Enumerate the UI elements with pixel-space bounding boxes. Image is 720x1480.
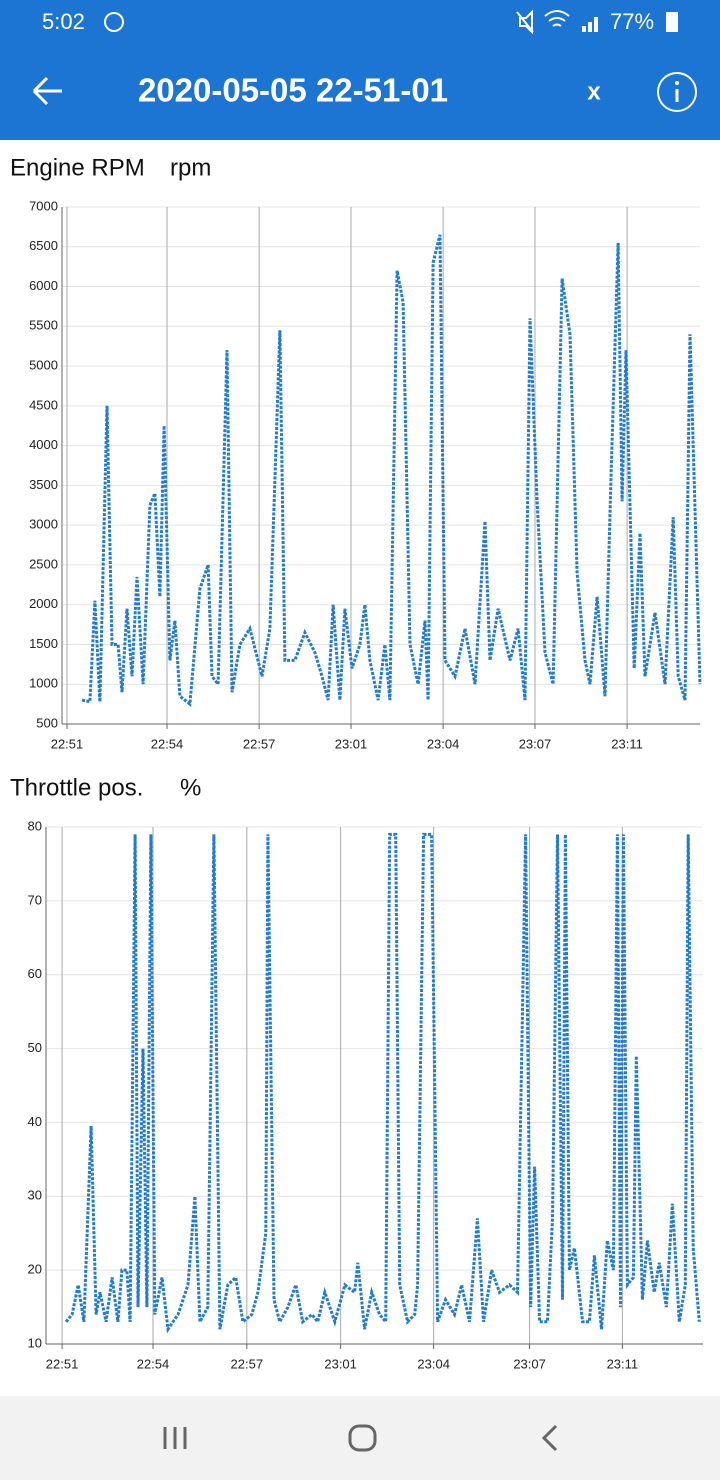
y-tick-label: 10: [28, 1335, 42, 1350]
x-tick-label: 23:07: [513, 1356, 546, 1371]
y-tick-label: 80: [28, 818, 42, 833]
y-tick-label: 1500: [29, 636, 58, 651]
x-tick-label: 22:54: [151, 736, 184, 751]
x-tick-label: 22:57: [243, 736, 276, 751]
y-tick-label: 1000: [29, 676, 58, 691]
battery-level: 77%: [610, 9, 654, 34]
data-line: [64, 832, 701, 1334]
x-tick-label: 22:51: [51, 736, 84, 751]
chart-unit: %: [180, 774, 201, 801]
charts: Engine RPM rpm 500 1000 1500 2000 2500 3000 3500…: [10, 154, 703, 1371]
info-stem: [675, 89, 679, 102]
x-tick-label: 23:11: [607, 1356, 639, 1371]
y-tick-label: 500: [36, 715, 58, 730]
y-tick-label: 2500: [29, 556, 58, 571]
chart-title: Engine RPM: [10, 154, 145, 181]
y-tick-label: 3500: [29, 477, 58, 492]
y-tick-label: 70: [28, 892, 42, 907]
x-tick-label: 22:57: [231, 1356, 264, 1371]
y-tick-label: 30: [28, 1188, 42, 1203]
y-tick-label: 4000: [29, 437, 58, 452]
x-tick-label: 23:11: [611, 736, 643, 751]
nav-bar: [0, 1396, 720, 1480]
recent-apps-button[interactable]: [163, 1427, 187, 1449]
signal-icon: [582, 17, 598, 32]
battery-icon: [666, 12, 678, 32]
x-tick-label: 22:51: [46, 1356, 79, 1371]
wifi-icon: [544, 10, 570, 27]
back-button[interactable]: [32, 76, 62, 106]
status-time: 5:02: [42, 9, 85, 34]
info-button[interactable]: [657, 72, 697, 112]
y-tick-label: 50: [28, 1040, 42, 1055]
mute-icon: [516, 9, 534, 35]
back-nav-button[interactable]: [541, 1424, 558, 1452]
y-tick-label: 3000: [29, 517, 58, 532]
chart-title: Throttle pos.: [10, 774, 143, 801]
x-tick-label: 23:07: [519, 736, 552, 751]
close-button[interactable]: x: [587, 78, 601, 105]
chart-unit: rpm: [170, 154, 211, 181]
app-title: 2020-05-05 22-51-01: [138, 72, 448, 109]
x-tick-label: 23:01: [324, 1356, 357, 1371]
y-tick-label: 60: [28, 966, 42, 981]
y-tick-label: 5500: [29, 318, 58, 333]
y-tick-label: 7000: [29, 198, 58, 213]
whatsapp-icon: [104, 12, 124, 32]
app-header: [0, 0, 720, 140]
y-tick-label: 20: [28, 1262, 42, 1277]
y-tick-label: 6000: [29, 278, 58, 293]
y-tick-label: 40: [28, 1114, 42, 1129]
home-button[interactable]: [348, 1424, 377, 1452]
y-tick-label: 5000: [29, 358, 58, 373]
y-tick-label: 2000: [29, 596, 58, 611]
y-tick-label: 4500: [29, 397, 58, 412]
x-tick-label: 22:54: [137, 1356, 170, 1371]
data-line: [81, 234, 702, 708]
x-tick-label: 23:04: [427, 736, 460, 751]
x-tick-label: 23:01: [335, 736, 368, 751]
info-dot: [675, 81, 679, 85]
y-tick-label: 6500: [29, 238, 58, 253]
x-tick-label: 23:04: [417, 1356, 450, 1371]
info-circle: [657, 72, 697, 112]
